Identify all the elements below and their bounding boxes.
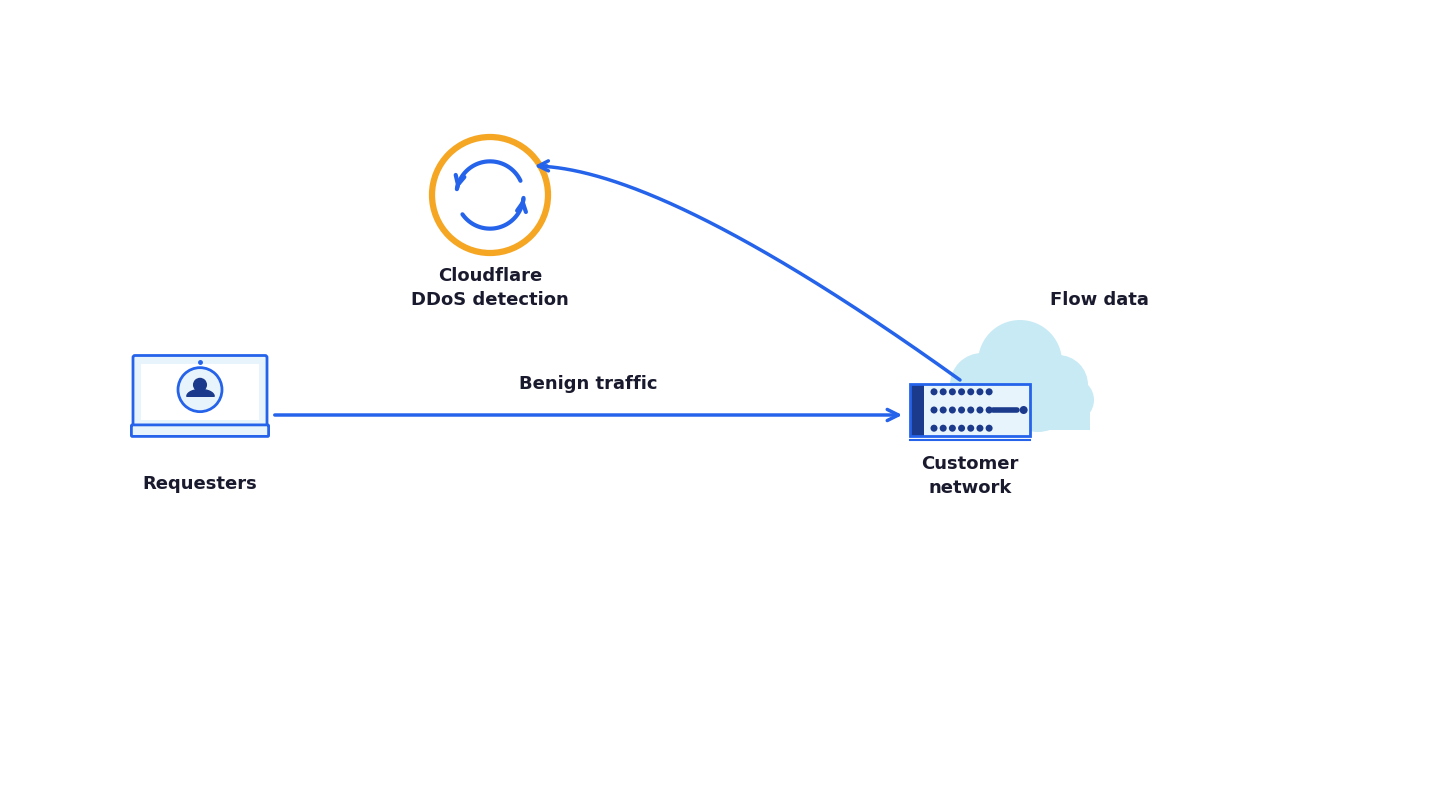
Circle shape: [949, 388, 956, 395]
Circle shape: [976, 388, 983, 395]
FancyBboxPatch shape: [950, 400, 1091, 430]
Circle shape: [969, 359, 1040, 431]
Circle shape: [432, 137, 548, 253]
Text: Requesters: Requesters: [142, 475, 257, 493]
Circle shape: [940, 425, 947, 431]
Circle shape: [959, 407, 966, 414]
Circle shape: [979, 320, 1062, 404]
Circle shape: [1050, 378, 1093, 422]
FancyBboxPatch shape: [924, 384, 1030, 436]
FancyBboxPatch shape: [141, 363, 258, 420]
Circle shape: [967, 388, 974, 395]
Circle shape: [986, 388, 993, 395]
Circle shape: [192, 378, 207, 392]
Circle shape: [1004, 364, 1072, 432]
Circle shape: [930, 407, 937, 414]
Circle shape: [959, 425, 966, 431]
Circle shape: [949, 407, 956, 414]
Text: Flow data: Flow data: [1050, 291, 1149, 309]
Circle shape: [959, 388, 966, 395]
Text: Customer
network: Customer network: [921, 455, 1019, 496]
Circle shape: [976, 407, 983, 414]
Circle shape: [930, 388, 937, 395]
FancyBboxPatch shape: [910, 384, 924, 436]
Circle shape: [949, 425, 956, 431]
Circle shape: [950, 353, 1015, 417]
Text: Cloudflare
DDoS detection: Cloudflare DDoS detection: [410, 267, 568, 309]
Circle shape: [940, 388, 947, 395]
Text: Benign traffic: Benign traffic: [519, 375, 657, 393]
Circle shape: [967, 407, 974, 414]
Circle shape: [1020, 406, 1027, 414]
FancyBboxPatch shape: [132, 425, 268, 436]
Circle shape: [944, 376, 992, 424]
Circle shape: [178, 367, 222, 411]
Circle shape: [986, 407, 993, 414]
Circle shape: [976, 425, 983, 431]
Circle shape: [930, 425, 937, 431]
Circle shape: [940, 407, 947, 414]
Circle shape: [967, 425, 974, 431]
Circle shape: [1027, 355, 1088, 415]
Circle shape: [986, 425, 993, 431]
FancyBboxPatch shape: [133, 355, 267, 428]
